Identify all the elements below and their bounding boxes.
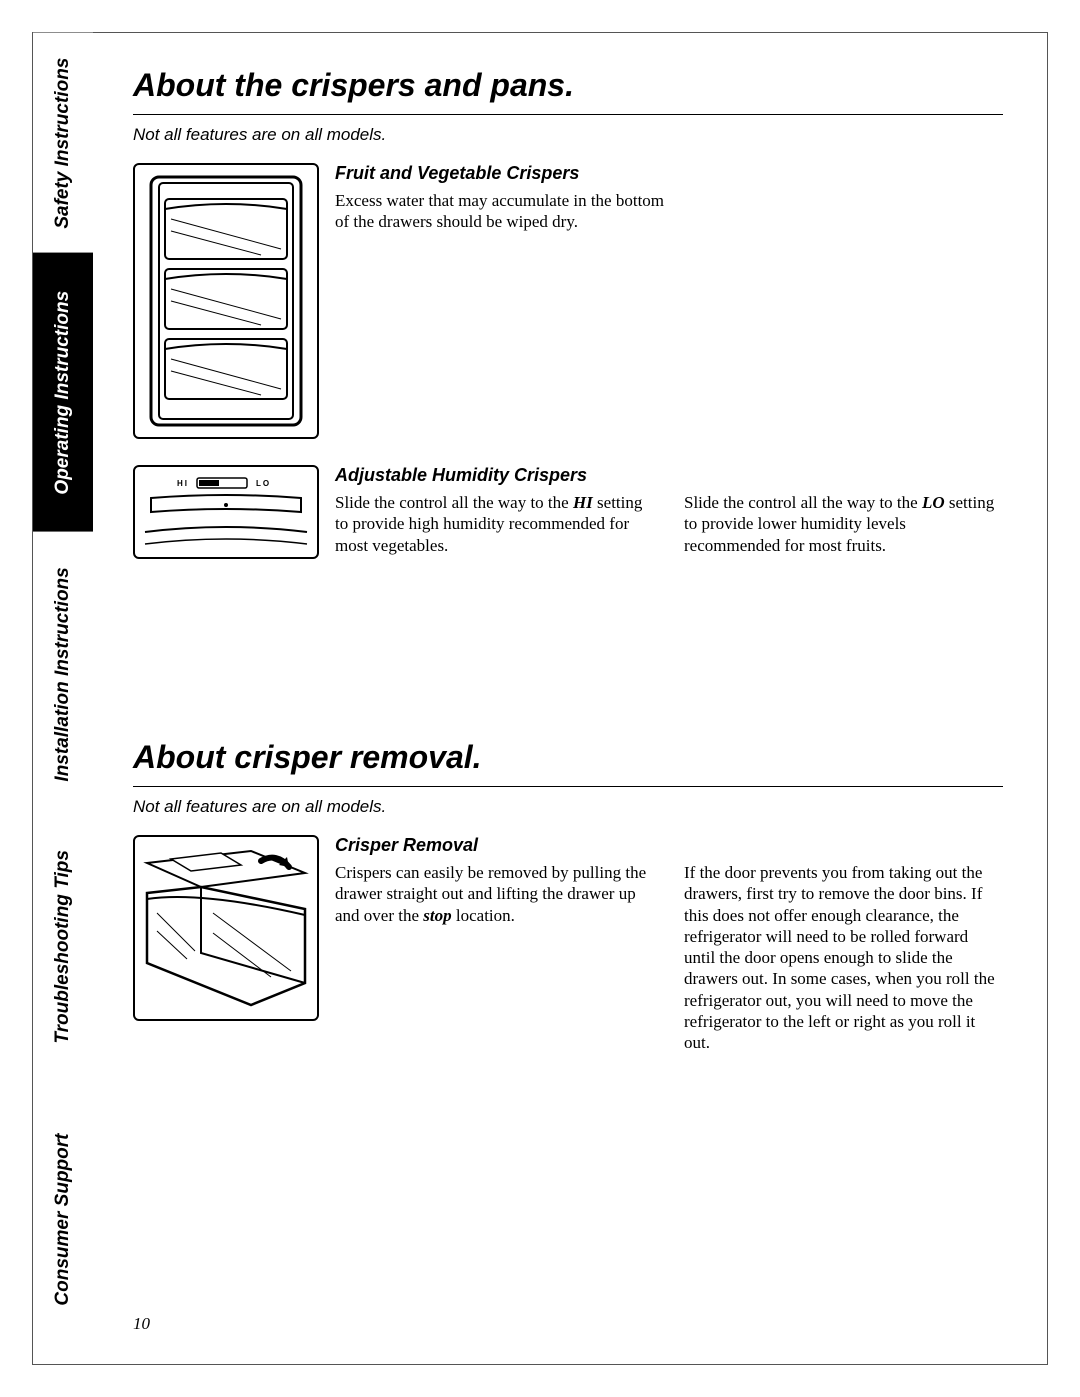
figure-crisper-drawers	[133, 163, 319, 439]
fruit-vegetable-text-column: Fruit and Vegetable Crispers Excess wate…	[335, 163, 675, 439]
lo-text-pre: Slide the control all the way to the	[684, 493, 922, 512]
tab-safety-instructions[interactable]: Safety Instructions	[33, 33, 93, 253]
manual-page: Safety InstructionsOperating Instruction…	[32, 32, 1048, 1365]
figure-humidity-slider: HI LO	[133, 465, 319, 559]
heading-fruit-vegetable-crispers: Fruit and Vegetable Crispers	[335, 163, 675, 184]
lo-label: LO	[256, 479, 271, 488]
horizontal-rule	[133, 114, 1003, 115]
page-number: 10	[133, 1314, 150, 1334]
crisper-removal-text-wrap: Crisper Removal Crispers can easily be r…	[335, 835, 1003, 1053]
models-note: Not all features are on all models.	[133, 125, 1003, 145]
tab-troubleshooting-tips[interactable]: Troubleshooting Tips	[33, 817, 93, 1077]
heading-adjustable-humidity: Adjustable Humidity Crispers	[335, 465, 1003, 486]
adjustable-humidity-columns: Slide the control all the way to the HI …	[335, 492, 1003, 556]
section-tabs-sidebar: Safety InstructionsOperating Instruction…	[33, 33, 93, 1364]
block-adjustable-humidity: HI LO Adjustable Humidity Crispers Slide…	[133, 465, 1003, 559]
section-title-crisper-removal: About crisper removal.	[133, 739, 1003, 776]
heading-crisper-removal: Crisper Removal	[335, 835, 1003, 856]
hi-text-pre: Slide the control all the way to the	[335, 493, 573, 512]
crisper-drawers-illustration-icon	[141, 171, 311, 431]
block-fruit-vegetable-crispers: Fruit and Vegetable Crispers Excess wate…	[133, 163, 1003, 439]
text-removal-instructions: Crispers can easily be removed by pullin…	[335, 862, 654, 1053]
text-lo-setting: Slide the control all the way to the LO …	[684, 492, 1003, 556]
page-content: About the crispers and pans. Not all fea…	[103, 33, 1033, 1364]
text-removal-door-clearance: If the door prevents you from taking out…	[684, 862, 1003, 1053]
tab-installation-instructions[interactable]: Installation Instructions	[33, 532, 93, 817]
lo-bold: LO	[922, 493, 945, 512]
humidity-slider-illustration-icon: HI LO	[141, 472, 311, 552]
hi-bold: HI	[573, 493, 593, 512]
models-note: Not all features are on all models.	[133, 797, 1003, 817]
adjustable-humidity-text-wrap: Adjustable Humidity Crispers Slide the c…	[335, 465, 1003, 559]
figure-crisper-removal	[133, 835, 319, 1021]
crisper-removal-columns: Crispers can easily be removed by pullin…	[335, 862, 1003, 1053]
tab-consumer-support[interactable]: Consumer Support	[33, 1076, 93, 1364]
removal-text-post: location.	[452, 906, 515, 925]
tab-operating-instructions[interactable]: Operating Instructions	[33, 253, 93, 533]
text-hi-setting: Slide the control all the way to the HI …	[335, 492, 654, 556]
section-title-crispers-pans: About the crispers and pans.	[133, 67, 1003, 104]
text-fruit-vegetable-crispers: Excess water that may accumulate in the …	[335, 190, 675, 233]
crisper-removal-illustration-icon	[141, 843, 311, 1013]
hi-label: HI	[177, 479, 189, 488]
horizontal-rule	[133, 786, 1003, 787]
stop-bold: stop	[423, 906, 451, 925]
block-crisper-removal: Crisper Removal Crispers can easily be r…	[133, 835, 1003, 1053]
